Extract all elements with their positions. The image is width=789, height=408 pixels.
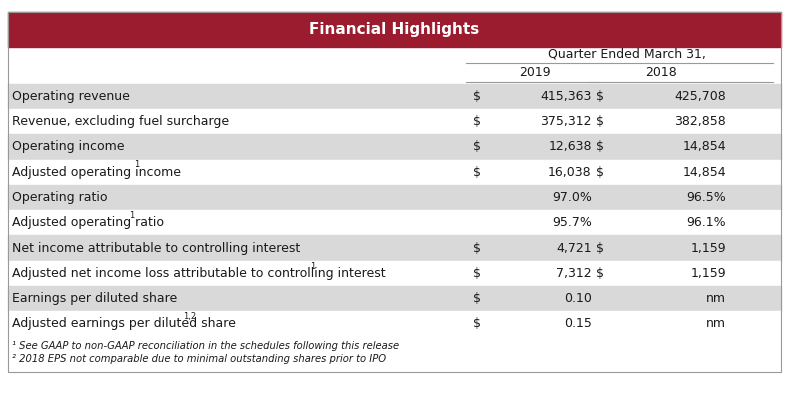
- Text: Financial Highlights: Financial Highlights: [309, 22, 480, 37]
- Text: 382,858: 382,858: [674, 115, 726, 128]
- Text: 2019: 2019: [518, 66, 551, 79]
- Text: $: $: [596, 115, 604, 128]
- Text: nm: nm: [706, 317, 726, 330]
- Text: 0.15: 0.15: [564, 317, 592, 330]
- Text: $: $: [596, 140, 604, 153]
- Bar: [8, 84, 781, 109]
- Text: Adjusted operating ratio: Adjusted operating ratio: [12, 216, 164, 229]
- Text: 95.7%: 95.7%: [552, 216, 592, 229]
- Text: 4,721: 4,721: [556, 242, 592, 255]
- Text: 7,312: 7,312: [556, 267, 592, 280]
- Text: Adjusted net income loss attributable to controlling interest: Adjusted net income loss attributable to…: [12, 267, 386, 280]
- Text: $: $: [473, 140, 481, 153]
- Text: ² 2018 EPS not comparable due to minimal outstanding shares prior to IPO: ² 2018 EPS not comparable due to minimal…: [12, 355, 386, 364]
- Text: Adjusted operating income: Adjusted operating income: [12, 166, 181, 179]
- Bar: [8, 109, 781, 134]
- Text: 96.5%: 96.5%: [686, 191, 726, 204]
- Text: 16,038: 16,038: [548, 166, 592, 179]
- Bar: [8, 160, 781, 185]
- Text: 425,708: 425,708: [674, 90, 726, 103]
- Text: $: $: [473, 267, 481, 280]
- Text: 1,159: 1,159: [690, 267, 726, 280]
- Text: nm: nm: [706, 292, 726, 305]
- Text: 1: 1: [134, 160, 140, 169]
- Bar: [8, 12, 781, 47]
- Text: 1: 1: [310, 262, 316, 271]
- Text: 14,854: 14,854: [682, 140, 726, 153]
- Text: $: $: [596, 267, 604, 280]
- Text: 415,363: 415,363: [540, 90, 592, 103]
- Text: ¹ See GAAP to non-GAAP reconciliation in the schedules following this release: ¹ See GAAP to non-GAAP reconciliation in…: [12, 341, 399, 351]
- Text: 14,854: 14,854: [682, 166, 726, 179]
- Text: 2018: 2018: [645, 66, 677, 79]
- Bar: [8, 235, 781, 261]
- Text: 1: 1: [129, 211, 134, 220]
- Bar: [8, 261, 781, 286]
- Text: Net income attributable to controlling interest: Net income attributable to controlling i…: [12, 242, 300, 255]
- Text: 96.1%: 96.1%: [686, 216, 726, 229]
- Text: $: $: [473, 166, 481, 179]
- Text: 1,159: 1,159: [690, 242, 726, 255]
- Text: $: $: [596, 90, 604, 103]
- Text: 0.10: 0.10: [564, 292, 592, 305]
- Bar: [8, 311, 781, 337]
- Text: 375,312: 375,312: [540, 115, 592, 128]
- Bar: [8, 185, 781, 210]
- Text: Revenue, excluding fuel surcharge: Revenue, excluding fuel surcharge: [12, 115, 229, 128]
- Text: $: $: [473, 115, 481, 128]
- Text: Operating revenue: Operating revenue: [12, 90, 129, 103]
- Text: $: $: [596, 242, 604, 255]
- Text: Quarter Ended March 31,: Quarter Ended March 31,: [548, 48, 706, 60]
- Text: 1,2: 1,2: [183, 312, 196, 321]
- Text: Earnings per diluted share: Earnings per diluted share: [12, 292, 177, 305]
- Text: $: $: [473, 317, 481, 330]
- Text: 97.0%: 97.0%: [552, 191, 592, 204]
- Text: 12,638: 12,638: [548, 140, 592, 153]
- Text: Adjusted earnings per diluted share: Adjusted earnings per diluted share: [12, 317, 236, 330]
- Text: $: $: [473, 292, 481, 305]
- Bar: [8, 286, 781, 311]
- Text: Operating income: Operating income: [12, 140, 125, 153]
- Text: $: $: [473, 90, 481, 103]
- Text: $: $: [596, 166, 604, 179]
- Bar: [8, 12, 781, 372]
- Text: $: $: [473, 242, 481, 255]
- Bar: [8, 210, 781, 235]
- Text: Operating ratio: Operating ratio: [12, 191, 107, 204]
- Bar: [8, 134, 781, 160]
